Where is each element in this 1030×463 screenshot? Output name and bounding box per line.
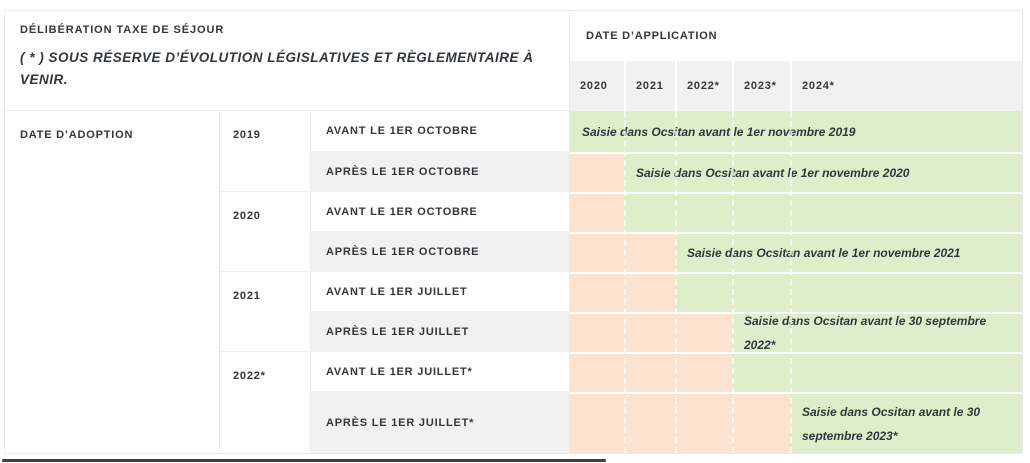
condition-label: APRÈS LE 1ER JUILLET <box>326 325 470 338</box>
application-year-header-2021: 2021 <box>624 61 675 111</box>
condition-label: APRÈS LE 1ER OCTOBRE <box>326 245 480 258</box>
condition-label: AVANT LE 1ER OCTOBRE <box>326 205 478 218</box>
entry-note: Saisie dans Ocsitan avant le 1er novembr… <box>636 166 910 180</box>
application-year-label: 2020 <box>580 80 608 92</box>
entry-window-cell: Saisie dans Ocsitan avant le 1er novembr… <box>624 154 1022 192</box>
entry-window-cell: Saisie dans Ocsitan avant le 1er novembr… <box>570 111 1022 152</box>
timeline-row <box>570 192 1022 232</box>
column-separator <box>624 111 626 453</box>
application-year-header-2023: 2023* <box>732 61 790 111</box>
blocked-period-cell <box>570 274 675 312</box>
entry-note: Saisie dans Ocsitan avant le 30 septembr… <box>802 404 981 443</box>
timeline-row: Saisie dans Ocsitan avant le 1er novembr… <box>570 111 1022 152</box>
blocked-period-cell <box>570 154 624 192</box>
timeline-row: Saisie dans Ocsitan avant le 30 septembr… <box>570 392 1022 453</box>
entry-window-cell <box>624 194 1022 232</box>
adoption-year-label: 2020 <box>233 210 261 222</box>
blocked-period-cell <box>570 234 675 272</box>
timeline-row: Saisie dans Ocsitan avant le 1er novembr… <box>570 232 1022 272</box>
condition-label: AVANT LE 1ER JUILLET <box>326 285 468 298</box>
blocked-period-cell <box>570 194 624 232</box>
column-separator <box>732 111 734 453</box>
application-year-label: 2022* <box>687 80 720 92</box>
application-year-header-2022: 2022* <box>675 61 732 111</box>
timeline-grid: Saisie dans Ocsitan avant le 1er novembr… <box>570 111 1022 453</box>
application-year-label: 2021 <box>636 80 664 92</box>
adoption-label: DATE D’ADOPTION <box>20 129 134 141</box>
condition-label: AVANT LE 1ER OCTOBRE <box>326 125 478 137</box>
blocked-period-cell <box>570 314 732 352</box>
condition-cell: AVANT LE 1ER OCTOBRE <box>311 111 569 152</box>
condition-cell: AVANT LE 1ER JUILLET <box>311 272 569 312</box>
entry-note: Saisie dans Ocsitan avant le 30 septembr… <box>744 314 987 352</box>
application-section: DATE D’APPLICATION 2020 2021 2022* 2023*… <box>569 11 1022 453</box>
table-footnote: ( * ) SOUS RÉSERVE D’ÉVOLUTION LÉGISLATI… <box>20 50 534 87</box>
blocked-period-cell <box>570 354 732 392</box>
adoption-year-label: 2021 <box>233 290 261 302</box>
condition-cell: APRÈS LE 1ER OCTOBRE <box>311 232 569 272</box>
entry-window-cell: Saisie dans Ocsitan avant le 1er novembr… <box>675 234 1022 272</box>
entry-window-cell: Saisie dans Ocsitan avant le 30 septembr… <box>790 394 1022 453</box>
tax-table: DÉLIBÉRATION TAXE DE SÉJOUR ( * ) SOUS R… <box>4 10 1023 454</box>
adoption-year-cell-2020: 2020 <box>220 192 310 272</box>
entry-note: Saisie dans Ocsitan avant le 1er novembr… <box>582 124 856 139</box>
deliberation-section: DÉLIBÉRATION TAXE DE SÉJOUR ( * ) SOUS R… <box>5 11 569 453</box>
entry-window-cell <box>675 274 1022 312</box>
column-separator <box>790 111 792 453</box>
condition-label: APRÈS LE 1ER OCTOBRE <box>326 165 480 178</box>
adoption-year-cell-2019: 2019 <box>220 111 310 192</box>
condition-cell: AVANT LE 1ER JUILLET* <box>311 352 569 392</box>
timeline-row <box>570 352 1022 392</box>
timeline-row: Saisie dans Ocsitan avant le 30 septembr… <box>570 312 1022 352</box>
adoption-year-cell-2022: 2022* <box>220 352 310 453</box>
condition-cell: AVANT LE 1ER OCTOBRE <box>311 192 569 232</box>
application-year-label: 2023* <box>744 80 777 92</box>
blocked-period-cell <box>570 394 790 453</box>
adoption-year-label: 2022* <box>233 370 266 382</box>
adoption-year-label: 2019 <box>233 129 261 141</box>
adoption-year-cell-2021: 2021 <box>220 272 310 352</box>
application-year-header-2020: 2020 <box>570 61 624 111</box>
timeline-row <box>570 272 1022 312</box>
horizontal-scrollbar-thumb[interactable] <box>2 459 606 462</box>
adoption-body: DATE D’ADOPTION 2019 2020 2021 2022* AVA… <box>5 111 569 453</box>
condition-label: APRÈS LE 1ER JUILLET* <box>326 416 475 429</box>
application-year-label: 2024* <box>802 80 835 92</box>
entry-window-cell <box>732 354 1022 392</box>
column-separator <box>675 111 677 453</box>
entry-window-cell: Saisie dans Ocsitan avant le 30 septembr… <box>732 314 1022 352</box>
table-title: DÉLIBÉRATION TAXE DE SÉJOUR <box>20 24 225 36</box>
condition-cell: APRÈS LE 1ER OCTOBRE <box>311 152 569 192</box>
condition-cell: APRÈS LE 1ER JUILLET* <box>311 392 569 453</box>
adoption-condition-column: AVANT LE 1ER OCTOBRE APRÈS LE 1ER OCTOBR… <box>311 111 569 453</box>
condition-cell: APRÈS LE 1ER JUILLET <box>311 312 569 352</box>
application-year-header-2024: 2024* <box>790 61 1022 111</box>
application-year-header-row: 2020 2021 2022* 2023* 2024* <box>570 61 1022 111</box>
application-title-cell: DATE D’APPLICATION <box>570 11 1022 61</box>
header-left-cell: DÉLIBÉRATION TAXE DE SÉJOUR ( * ) SOUS R… <box>5 11 569 111</box>
condition-label: AVANT LE 1ER JUILLET* <box>326 365 473 378</box>
application-title: DATE D’APPLICATION <box>586 30 718 42</box>
adoption-label-cell: DATE D’ADOPTION <box>5 111 220 453</box>
adoption-year-column: 2019 2020 2021 2022* <box>220 111 311 453</box>
timeline-row: Saisie dans Ocsitan avant le 1er novembr… <box>570 152 1022 192</box>
entry-note: Saisie dans Ocsitan avant le 1er novembr… <box>687 246 961 260</box>
